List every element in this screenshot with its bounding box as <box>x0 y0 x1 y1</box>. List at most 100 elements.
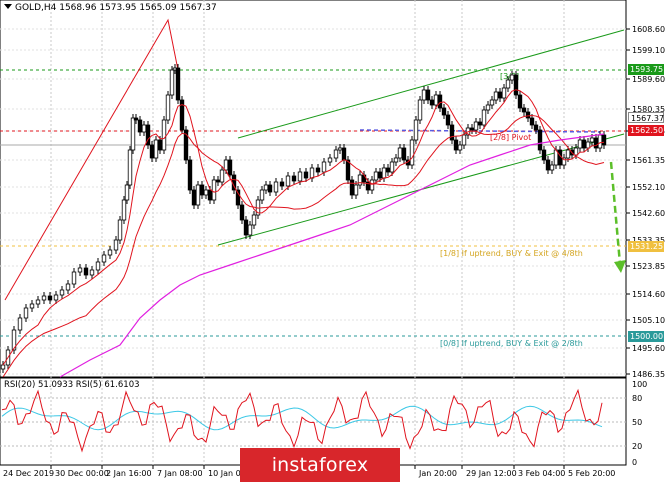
ohlc-values: 1568.96 1573.95 1565.09 1567.37 <box>59 3 217 13</box>
rsi-tick-label: 0 <box>632 458 637 467</box>
candle-body <box>421 89 427 101</box>
candle-body <box>597 134 603 149</box>
time-tick-label: 7 Jan 08:00 <box>157 469 203 478</box>
candle-body <box>593 137 599 149</box>
candle-body <box>337 147 343 151</box>
candle-body <box>445 114 451 126</box>
candle-body <box>393 157 399 163</box>
candle-body <box>381 167 387 179</box>
candle-body <box>425 89 431 101</box>
candle-body <box>533 124 539 131</box>
candle-body <box>441 107 447 116</box>
candle-body <box>83 267 89 276</box>
price-tick-label: 1533.35 <box>632 236 665 245</box>
candle-body <box>601 134 607 146</box>
candle-body <box>315 167 321 173</box>
fast-ma-line <box>2 89 605 366</box>
candle-body <box>505 79 511 89</box>
candle-body <box>157 139 163 151</box>
candle-body <box>417 99 423 121</box>
candle-body <box>141 124 147 133</box>
candle-body <box>545 159 551 171</box>
candle-body <box>389 161 395 173</box>
candle-body <box>175 67 181 101</box>
candle-body <box>449 124 455 141</box>
candle-body <box>497 91 503 99</box>
candle-body <box>541 149 547 161</box>
candle-body <box>223 159 229 171</box>
rsi-tick-label: 50 <box>632 418 642 427</box>
candle-body <box>165 94 171 121</box>
candle-body <box>161 119 167 151</box>
candle-body <box>333 149 339 159</box>
candle-body <box>501 87 507 99</box>
rsi-tick-label: 80 <box>632 394 642 403</box>
price-tick-label: 1505.10 <box>632 316 665 325</box>
candle-body <box>285 175 291 187</box>
price-tick-label: 1561.35 <box>632 156 665 165</box>
candle-body <box>145 124 151 146</box>
time-tick-label: 2 Jan 16:00 <box>106 469 152 478</box>
candle-body <box>133 117 139 121</box>
candle-body <box>169 69 175 96</box>
candle-body <box>279 181 285 187</box>
candle-body <box>345 159 351 181</box>
dropdown-triangle-icon[interactable] <box>4 4 12 9</box>
rsi-20-line <box>1 405 603 431</box>
price-tick-label: 1589.60 <box>632 75 665 84</box>
candle-body <box>565 149 571 159</box>
candle-body <box>457 144 463 151</box>
level-annotation-level-1-8: [1/8] If uptrend, BUY & Exit @ 4/8th <box>440 249 583 258</box>
candle-body <box>243 219 249 236</box>
candle-body <box>153 139 159 159</box>
candle-body <box>561 157 567 166</box>
candle-body <box>219 169 225 183</box>
candle-body <box>291 175 297 182</box>
price-tick-label: 1552.10 <box>632 183 665 192</box>
rsi-5-line <box>1 388 603 453</box>
candle-body <box>327 157 333 163</box>
candle-body <box>473 121 479 131</box>
candle-body <box>59 289 65 296</box>
channel-upper-line <box>237 29 625 139</box>
medium-ma-line <box>2 115 605 378</box>
instaforex-watermark: instaforex <box>240 448 400 482</box>
candle-body <box>517 94 523 109</box>
level-annotation-level-0-8: [0/8] If uptrend, BUY & Exit @ 2/8th <box>440 339 583 348</box>
time-tick-label: 5 Feb 20:00 <box>568 469 615 478</box>
candle-body <box>17 317 23 331</box>
level-0-8-price-label: 1500.00 <box>628 331 664 342</box>
candle-body <box>377 171 383 179</box>
candle-body <box>493 91 499 101</box>
candle-body <box>77 267 83 273</box>
candle-body <box>537 129 543 151</box>
candle-body <box>215 179 221 183</box>
candle-body <box>263 184 269 191</box>
candle-body <box>429 99 435 106</box>
symbol-label: GOLD,H4 <box>15 3 57 13</box>
rsi-tick-label: 20 <box>632 442 642 451</box>
level-annotation-level-3-8: [3/8] <box>500 72 519 81</box>
candle-body <box>203 189 209 196</box>
candle-body <box>303 171 309 179</box>
candle-body <box>369 179 375 191</box>
candle-body <box>409 139 415 166</box>
candle-body <box>199 184 205 196</box>
candle-body <box>529 117 535 126</box>
candle-body <box>273 181 279 193</box>
candle-body <box>477 121 483 126</box>
candle-body <box>309 167 315 179</box>
chart-header: GOLD,H4 1568.96 1573.95 1565.09 1567.37 <box>4 3 217 13</box>
candle-body <box>71 271 77 285</box>
candle-body <box>577 139 583 149</box>
candle-body <box>179 99 185 131</box>
candle-body <box>509 74 515 81</box>
candle-body <box>453 139 459 151</box>
candle-body <box>433 94 439 106</box>
candle-body <box>353 184 359 196</box>
candle-body <box>385 167 391 173</box>
candle-body <box>117 219 123 241</box>
trend-line <box>4 18 179 301</box>
